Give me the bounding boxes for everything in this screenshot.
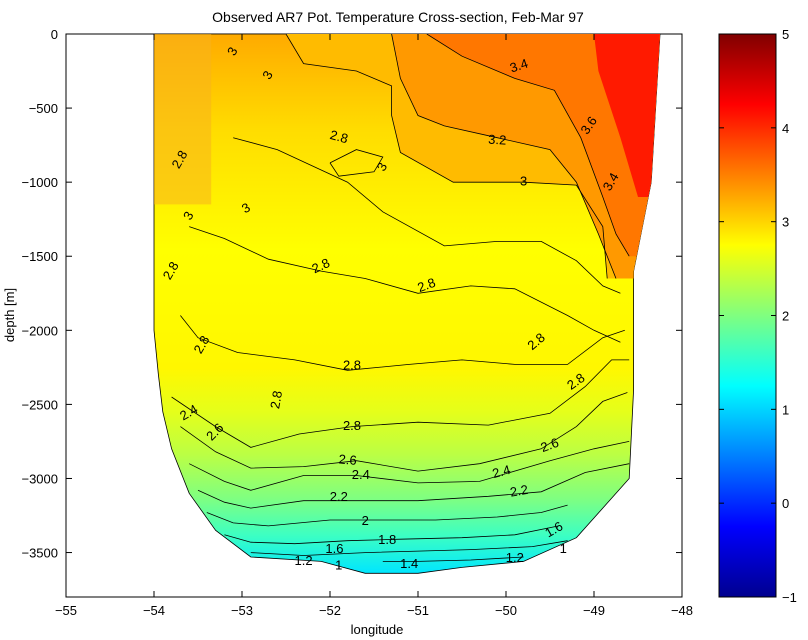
contour-label: 3.4 <box>508 56 530 76</box>
y-axis: 0 −500 −1000 −1500 −2000 −2500 −3000 −3500 <box>21 27 682 561</box>
contour-label: 1 <box>335 557 342 572</box>
contour-line-2-8 <box>189 226 621 343</box>
colorbar-tick-label: 2 <box>782 309 789 324</box>
contour-line-3 <box>285 34 608 279</box>
contour-label: 1.2 <box>295 553 313 568</box>
x-axis: −55 −54 −53 −52 −51 −50 −49 −48 <box>55 34 693 618</box>
contour-label: 2.8 <box>415 275 437 295</box>
contour-line-1-6 <box>250 540 568 556</box>
contour-label: 2.8 <box>343 357 361 372</box>
colorbar: −1 0 1 2 3 4 5 <box>718 27 797 605</box>
contour-label: 1.4 <box>400 556 418 571</box>
colorbar-tick-label: −1 <box>782 590 797 605</box>
colorbar-tick-label: 3 <box>782 215 789 230</box>
chart-title: Observed AR7 Pot. Temperature Cross-sect… <box>212 9 584 25</box>
y-tick-label: −3000 <box>21 471 58 486</box>
colorbar-ticks: −1 0 1 2 3 4 5 <box>719 27 797 605</box>
x-tick-label: −49 <box>583 603 605 618</box>
x-tick-label: −54 <box>143 603 165 618</box>
contour-label: 1.6 <box>325 541 343 556</box>
x-tick-label: −50 <box>495 603 517 618</box>
x-tick-label: −52 <box>319 603 341 618</box>
contour-label: 2.8 <box>267 390 285 410</box>
contour-label: 2 <box>362 513 369 528</box>
y-tick-label: 0 <box>51 27 58 42</box>
y-tick-label: −2000 <box>21 323 58 338</box>
contour-line-2-8 <box>171 359 630 448</box>
colorbar-tick-label: 4 <box>782 121 789 136</box>
contour-label: 2.8 <box>343 418 361 433</box>
contour-label: 1 <box>560 541 567 556</box>
y-axis-label: depth [m] <box>2 288 17 342</box>
y-tick-label: −3500 <box>21 546 58 561</box>
contour-label: 2.2 <box>509 482 529 500</box>
contour-line-1-8 <box>224 525 559 545</box>
contour-line-3-2 <box>391 34 617 279</box>
contour-line-2-8 <box>233 137 621 294</box>
colorbar-tick-label: 0 <box>782 496 789 511</box>
x-tick-label: −48 <box>671 603 693 618</box>
warm-patch-west <box>154 34 212 205</box>
contour-label: 1.8 <box>378 532 396 547</box>
contour-line-3-4 <box>426 34 630 257</box>
y-tick-label: −1500 <box>21 249 58 264</box>
contour-label: 2.2 <box>330 489 348 504</box>
contour-label: 2.8 <box>328 127 349 146</box>
contour-fill-warm-core <box>594 34 660 197</box>
contour-lines <box>171 34 660 562</box>
contour-line-2 <box>206 504 568 527</box>
y-tick-label: −2500 <box>21 397 58 412</box>
contour-line-2-4 <box>189 441 630 491</box>
x-axis-label: longitude <box>351 622 404 637</box>
contour-line-2-8 <box>180 315 625 371</box>
contour-line-2-2 <box>197 463 630 509</box>
x-tick-label: −51 <box>407 603 429 618</box>
contour-line-1-4 <box>382 556 524 562</box>
x-tick-label: −53 <box>231 603 253 618</box>
contour-line-3 <box>329 149 384 177</box>
contour-line-2-6 <box>180 392 628 472</box>
contour-label: 2.4 <box>491 462 512 481</box>
contour-label: 3 <box>520 174 527 189</box>
contour-label: 3.2 <box>488 132 507 148</box>
colorbar-tick-label: 5 <box>782 27 789 42</box>
contour-label: 2.4 <box>352 467 370 482</box>
contour-label: 2.8 <box>309 255 332 276</box>
contour-label: 2.6 <box>338 451 357 468</box>
colorbar-gradient <box>718 33 777 598</box>
y-tick-label: −500 <box>29 101 58 116</box>
contour-label: 2.6 <box>539 435 561 455</box>
contour-label: 1.2 <box>506 550 524 565</box>
x-tick-label: −55 <box>55 603 77 618</box>
y-tick-label: −1000 <box>21 175 58 190</box>
colorbar-tick-label: 1 <box>782 402 789 417</box>
